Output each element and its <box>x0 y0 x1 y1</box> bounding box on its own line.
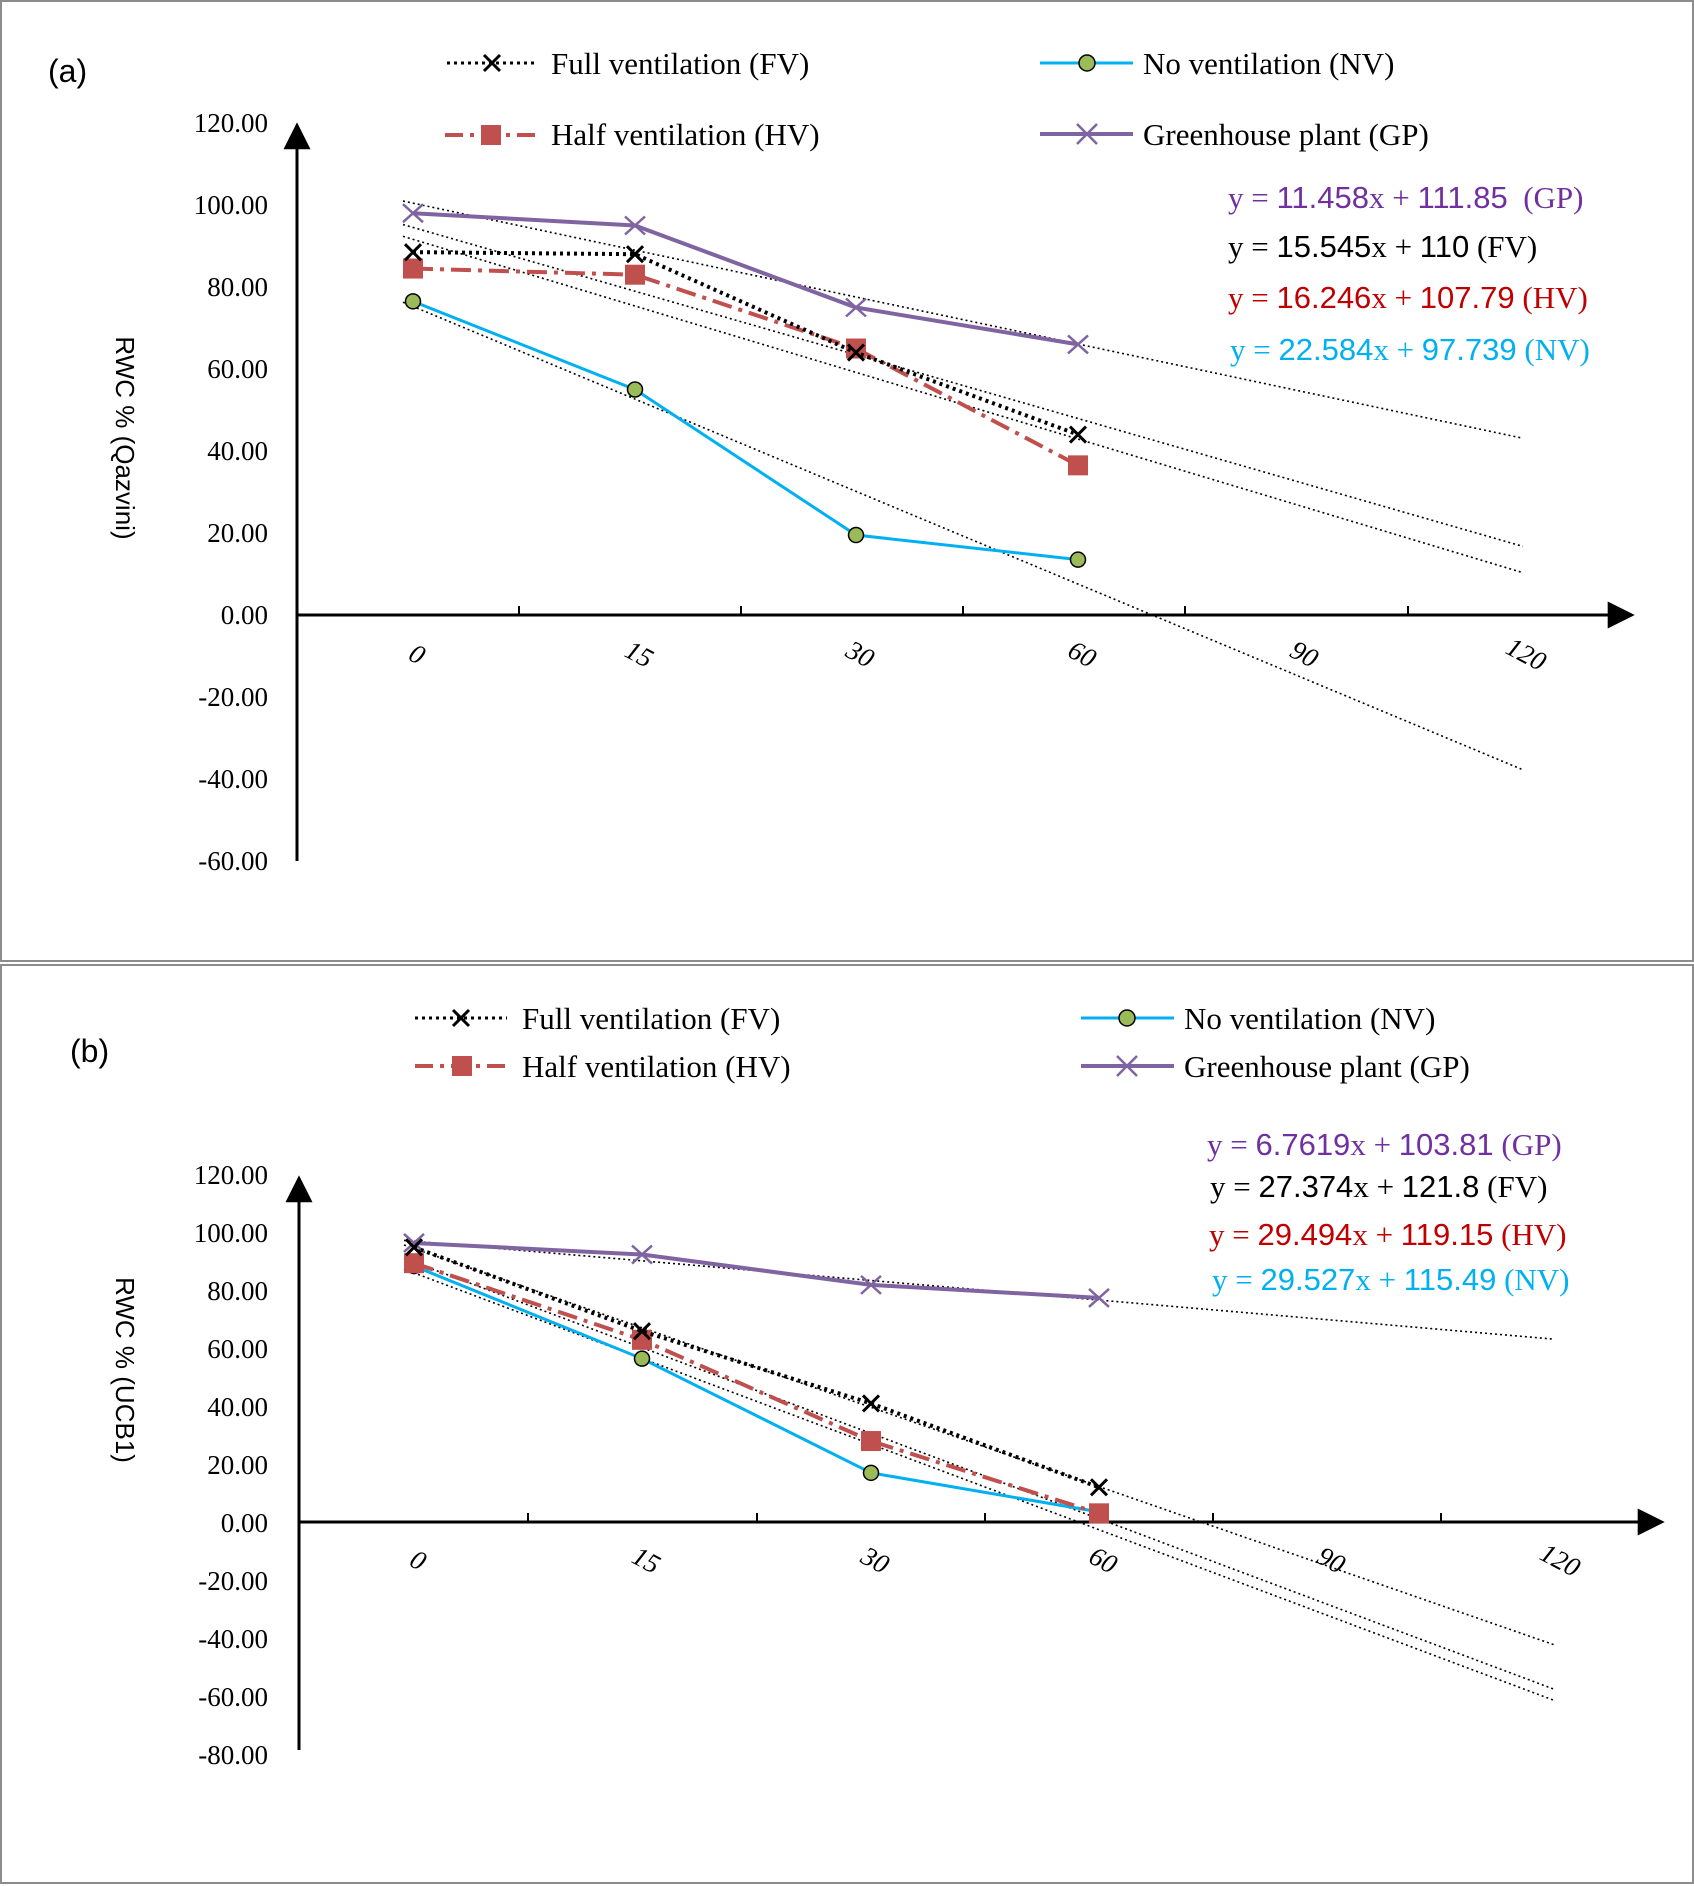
legend-gp-marker <box>1076 123 1098 145</box>
panel-a-y-axis-title: RWC % (Qazvini) <box>110 336 140 539</box>
data-point-fv <box>861 1394 881 1413</box>
data-point-hv <box>1068 455 1088 476</box>
legend-nv-marker <box>1118 1009 1136 1027</box>
panel-b-label: (b) <box>70 1033 109 1069</box>
series-line-hv <box>412 266 1079 468</box>
series-line-nv <box>412 299 1079 562</box>
y-tick-label: -40.00 <box>198 1624 268 1654</box>
y-tick-label: 20.00 <box>207 1450 268 1480</box>
data-point-hv <box>861 1431 881 1452</box>
data-point-nv <box>633 1350 651 1367</box>
data-point-nv <box>862 1464 880 1482</box>
panel-b-frame <box>0 964 1694 1884</box>
series-line-gp <box>413 1240 1100 1300</box>
series-line-hv <box>413 1261 1100 1516</box>
y-tick-label: 120.00 <box>194 108 268 138</box>
data-point-gp <box>860 1274 882 1295</box>
data-point-gp <box>403 1233 425 1253</box>
series-line-fv <box>413 1245 1100 1490</box>
data-point-nv <box>847 526 865 544</box>
data-point-fv <box>1068 425 1088 444</box>
data-point-gp <box>631 1244 653 1265</box>
y-tick-label: 60.00 <box>207 354 268 384</box>
data-point-hv <box>404 1253 424 1274</box>
legend-fv-label: Full ventilation (FV) <box>522 1001 780 1036</box>
legend-hv-marker <box>481 125 501 145</box>
y-tick-label: -40.00 <box>198 764 268 794</box>
trendline-fv <box>402 223 1524 548</box>
legend-hv-marker <box>452 1056 472 1076</box>
data-point-fv <box>403 243 423 262</box>
panel-a-legend: Full ventilation (FV) Half ventilation (… <box>445 46 1429 152</box>
legend-hv-label: Half ventilation (HV) <box>522 1049 791 1084</box>
series-line-nv <box>413 1264 1100 1514</box>
legend-nv-label: No ventilation (NV) <box>1143 46 1394 81</box>
y-tick-label: -20.00 <box>198 1566 268 1596</box>
data-point-hv <box>846 338 866 359</box>
panel-a-frame <box>0 0 1694 962</box>
series-line-fv <box>412 250 1079 437</box>
data-point-fv <box>1089 1478 1109 1497</box>
trendline-gp <box>403 1239 1555 1340</box>
panel-b-equations: y = 6.7619x + 103.81 (GP) y = 27.374x + … <box>1207 1127 1569 1297</box>
data-point-hv <box>403 258 423 279</box>
eq-a-hv: y = 16.246x + 107.79 (HV) <box>1228 280 1588 315</box>
legend-nv-marker <box>1078 54 1096 72</box>
data-point-fv <box>632 1322 652 1341</box>
eq-b-nv: y = 29.527x + 115.49 (NV) <box>1212 1262 1569 1297</box>
legend-hv-label: Half ventilation (HV) <box>551 117 820 152</box>
trendline-gp <box>402 200 1524 440</box>
y-tick-label: 60.00 <box>207 1334 268 1364</box>
data-point-gp <box>624 215 646 236</box>
y-tick-label: 100.00 <box>194 190 268 220</box>
y-tick-label: 80.00 <box>207 272 268 302</box>
y-tick-label: 80.00 <box>207 1276 268 1306</box>
panel-a-equations: y = 11.458x + 111.85 (GP) y = 15.545x + … <box>1228 180 1590 367</box>
eq-b-gp: y = 6.7619x + 103.81 (GP) <box>1207 1127 1562 1162</box>
legend-gp-marker <box>1116 1055 1138 1077</box>
data-point-fv <box>404 1238 424 1257</box>
y-tick-label: -80.00 <box>198 1740 268 1770</box>
y-tick-label: 0.00 <box>221 600 268 630</box>
legend-gp-label: Greenhouse plant (GP) <box>1143 117 1429 152</box>
y-tick-label: 100.00 <box>194 1218 268 1248</box>
data-point-nv <box>626 381 644 398</box>
data-point-gp <box>402 203 424 224</box>
data-point-hv <box>625 264 645 285</box>
legend-fv-label: Full ventilation (FV) <box>551 46 809 81</box>
panel-a-label: (a) <box>48 53 87 89</box>
y-tick-label: 40.00 <box>207 436 268 466</box>
panel-b-legend: Full ventilation (FV) Half ventilation (… <box>415 1001 1470 1084</box>
series-line-gp <box>412 211 1079 347</box>
panel-b-y-axis-title: RWC % (UCB1) <box>110 1277 140 1463</box>
data-point-gp <box>845 297 867 318</box>
trendline-nv <box>402 301 1524 771</box>
eq-b-hv: y = 29.494x + 119.15 (HV) <box>1209 1217 1566 1252</box>
data-point-fv <box>625 245 645 264</box>
eq-a-fv: y = 15.545x + 110 (FV) <box>1228 229 1537 264</box>
data-point-gp <box>1067 334 1089 355</box>
y-tick-label: -60.00 <box>198 846 268 876</box>
data-point-hv <box>1089 1503 1109 1524</box>
legend-gp-label: Greenhouse plant (GP) <box>1184 1049 1470 1084</box>
y-tick-label: 40.00 <box>207 1392 268 1422</box>
y-tick-label: -20.00 <box>198 682 268 712</box>
y-tick-label: -60.00 <box>198 1682 268 1712</box>
data-point-nv <box>404 293 422 310</box>
eq-a-gp: y = 11.458x + 111.85 (GP) <box>1228 180 1583 215</box>
y-tick-label: 120.00 <box>194 1160 268 1190</box>
legend-fv-marker <box>482 53 502 73</box>
data-point-nv <box>1069 551 1087 568</box>
y-tick-label: 0.00 <box>221 1508 268 1538</box>
data-point-fv <box>846 343 866 362</box>
legend-fv-marker <box>451 1008 471 1028</box>
legend-nv-label: No ventilation (NV) <box>1184 1001 1435 1036</box>
y-tick-label: 20.00 <box>207 518 268 548</box>
eq-a-nv: y = 22.584x + 97.739 (NV) <box>1230 332 1590 367</box>
data-point-gp <box>1088 1287 1110 1308</box>
eq-b-fv: y = 27.374x + 121.8 (FV) <box>1210 1169 1547 1204</box>
